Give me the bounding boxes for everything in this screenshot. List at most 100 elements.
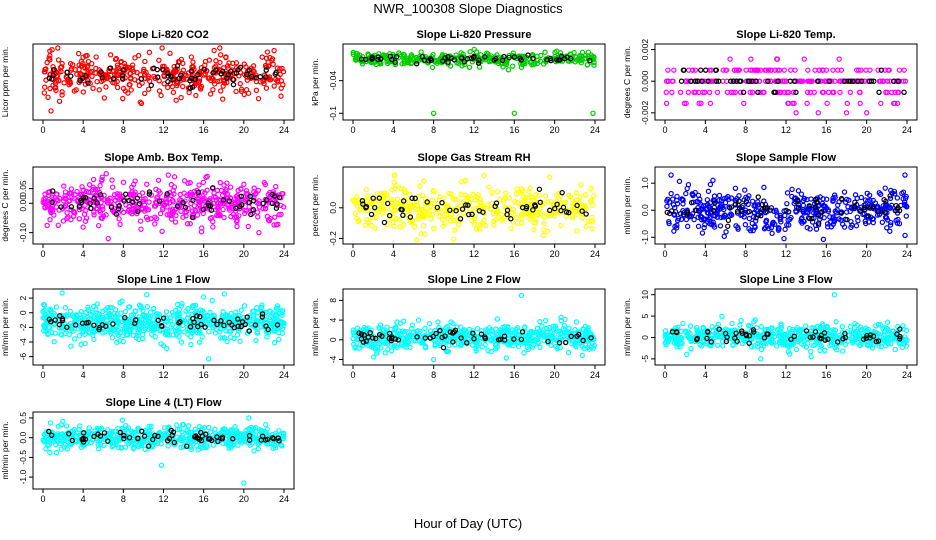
data-point [831,89,837,95]
data-point [380,327,387,334]
highlight-point [385,200,391,207]
highlight-point [85,80,91,86]
highlight-point [532,203,539,209]
data-point [173,97,179,103]
data-point [673,225,680,231]
data-point [820,202,826,209]
data-point [695,214,701,220]
data-point [169,197,176,204]
highlight-point [518,336,525,343]
highlight-point [177,318,183,325]
data-point [233,88,239,95]
data-point [784,190,791,196]
data-point [586,346,592,352]
data-point [280,82,286,88]
highlight-point [464,340,470,346]
highlight-point [851,204,858,210]
highlight-point [214,321,220,328]
data-point [178,94,184,101]
data-point [725,193,731,200]
highlight-point [783,207,789,214]
data-point [839,348,846,354]
highlight-point [51,66,57,73]
y-tick-label: 0 [640,335,650,340]
data-point [103,318,110,324]
data-point [531,338,537,344]
data-point [441,212,448,218]
highlight-point [471,336,477,342]
data-point [716,197,722,203]
highlight-point [220,197,227,203]
data-point [879,78,885,84]
data-point [798,191,805,197]
data-point [890,100,897,107]
data-point [535,209,541,215]
data-point [848,224,854,231]
data-point [227,184,234,190]
highlight-point [559,189,565,196]
data-point [185,331,191,337]
y-axis-label: ml/min per min. [622,176,632,234]
data-point [259,54,265,60]
x-tick-label: 24 [590,370,600,380]
data-point [707,78,714,84]
data-point [135,52,142,59]
data-point [792,67,798,73]
data-point [545,213,552,219]
data-point [141,66,147,73]
data-point [159,63,166,70]
data-point [42,325,49,331]
data-point [45,331,51,338]
highlight-point [511,336,517,342]
data-point [391,223,397,229]
data-point [807,226,813,232]
data-point [901,67,907,73]
data-point [157,328,164,334]
data-point [769,230,775,237]
highlight-point [263,197,270,203]
data-point [152,75,158,81]
data-point [381,192,387,198]
data-point [261,179,268,186]
data-point [573,190,579,196]
highlight-point [459,206,466,212]
highlight-point [876,89,882,95]
data-point [142,196,148,202]
data-point [824,100,830,107]
data-point [518,211,524,217]
figure-title: NWR_100308 Slope Diagnostics [373,1,563,16]
data-point [775,227,782,233]
data-point [210,87,216,93]
data-point [114,84,121,91]
data-point [522,324,528,330]
x-tick-label: 0 [40,125,45,135]
data-point [511,110,518,116]
data-point [154,195,160,201]
data-point [850,338,857,344]
data-point [44,59,50,66]
data-point [419,206,425,212]
highlight-point [870,333,877,339]
x-tick-label: 16 [199,370,209,380]
data-point [53,204,60,210]
data-point [214,187,221,194]
data-point [830,67,836,73]
data-point [478,52,484,58]
highlight-point [64,324,70,331]
data-point [758,324,765,330]
highlight-point [554,57,560,63]
data-point [400,221,407,228]
data-point [554,345,561,352]
data-point [238,88,245,94]
data-point [894,220,901,226]
data-point [554,198,560,205]
data-point [431,200,438,207]
data-point [217,179,223,186]
highlight-point [825,336,831,342]
highlight-point [466,211,472,218]
data-point [80,60,86,67]
data-point [96,317,102,323]
data-point [529,329,536,336]
x-tick-label: 12 [781,249,791,259]
data-point [213,58,219,64]
